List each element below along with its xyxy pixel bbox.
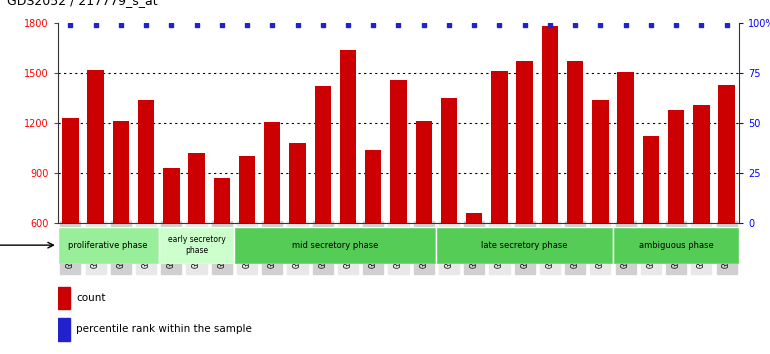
Bar	[517, 61, 533, 223]
Text: proliferative phase: proliferative phase	[69, 241, 148, 250]
Bar	[88, 70, 104, 223]
Bar	[138, 100, 154, 223]
Bar	[618, 72, 634, 223]
Bar	[159, 227, 234, 264]
Bar	[112, 121, 129, 223]
Bar	[340, 50, 357, 223]
Bar	[437, 227, 613, 264]
Bar	[390, 80, 407, 223]
Text: mid secretory phase: mid secretory phase	[292, 241, 379, 250]
Bar	[163, 168, 179, 223]
Bar	[189, 153, 205, 223]
Bar	[440, 98, 457, 223]
Bar	[365, 150, 381, 223]
Bar	[416, 121, 432, 223]
Text: count: count	[76, 293, 106, 303]
Text: GDS2052 / 217779_s_at: GDS2052 / 217779_s_at	[7, 0, 157, 7]
Bar	[613, 227, 739, 264]
Bar	[718, 85, 735, 223]
Bar	[58, 227, 159, 264]
Bar	[491, 72, 507, 223]
Text: early secretory
phase: early secretory phase	[168, 235, 226, 255]
Bar	[466, 213, 482, 223]
Bar	[213, 178, 230, 223]
Text: ambiguous phase: ambiguous phase	[639, 241, 714, 250]
Bar	[264, 122, 280, 223]
Bar	[58, 318, 69, 341]
Bar	[239, 155, 255, 223]
Bar	[693, 105, 709, 223]
Bar	[668, 110, 685, 223]
Bar	[542, 26, 558, 223]
Bar	[290, 143, 306, 223]
Bar	[58, 287, 69, 309]
Bar	[234, 227, 437, 264]
Text: late secretory phase: late secretory phase	[481, 241, 568, 250]
Text: percentile rank within the sample: percentile rank within the sample	[76, 324, 253, 334]
Bar	[592, 100, 608, 223]
Bar	[62, 118, 79, 223]
Bar	[643, 136, 659, 223]
Bar	[315, 86, 331, 223]
Bar	[567, 61, 584, 223]
